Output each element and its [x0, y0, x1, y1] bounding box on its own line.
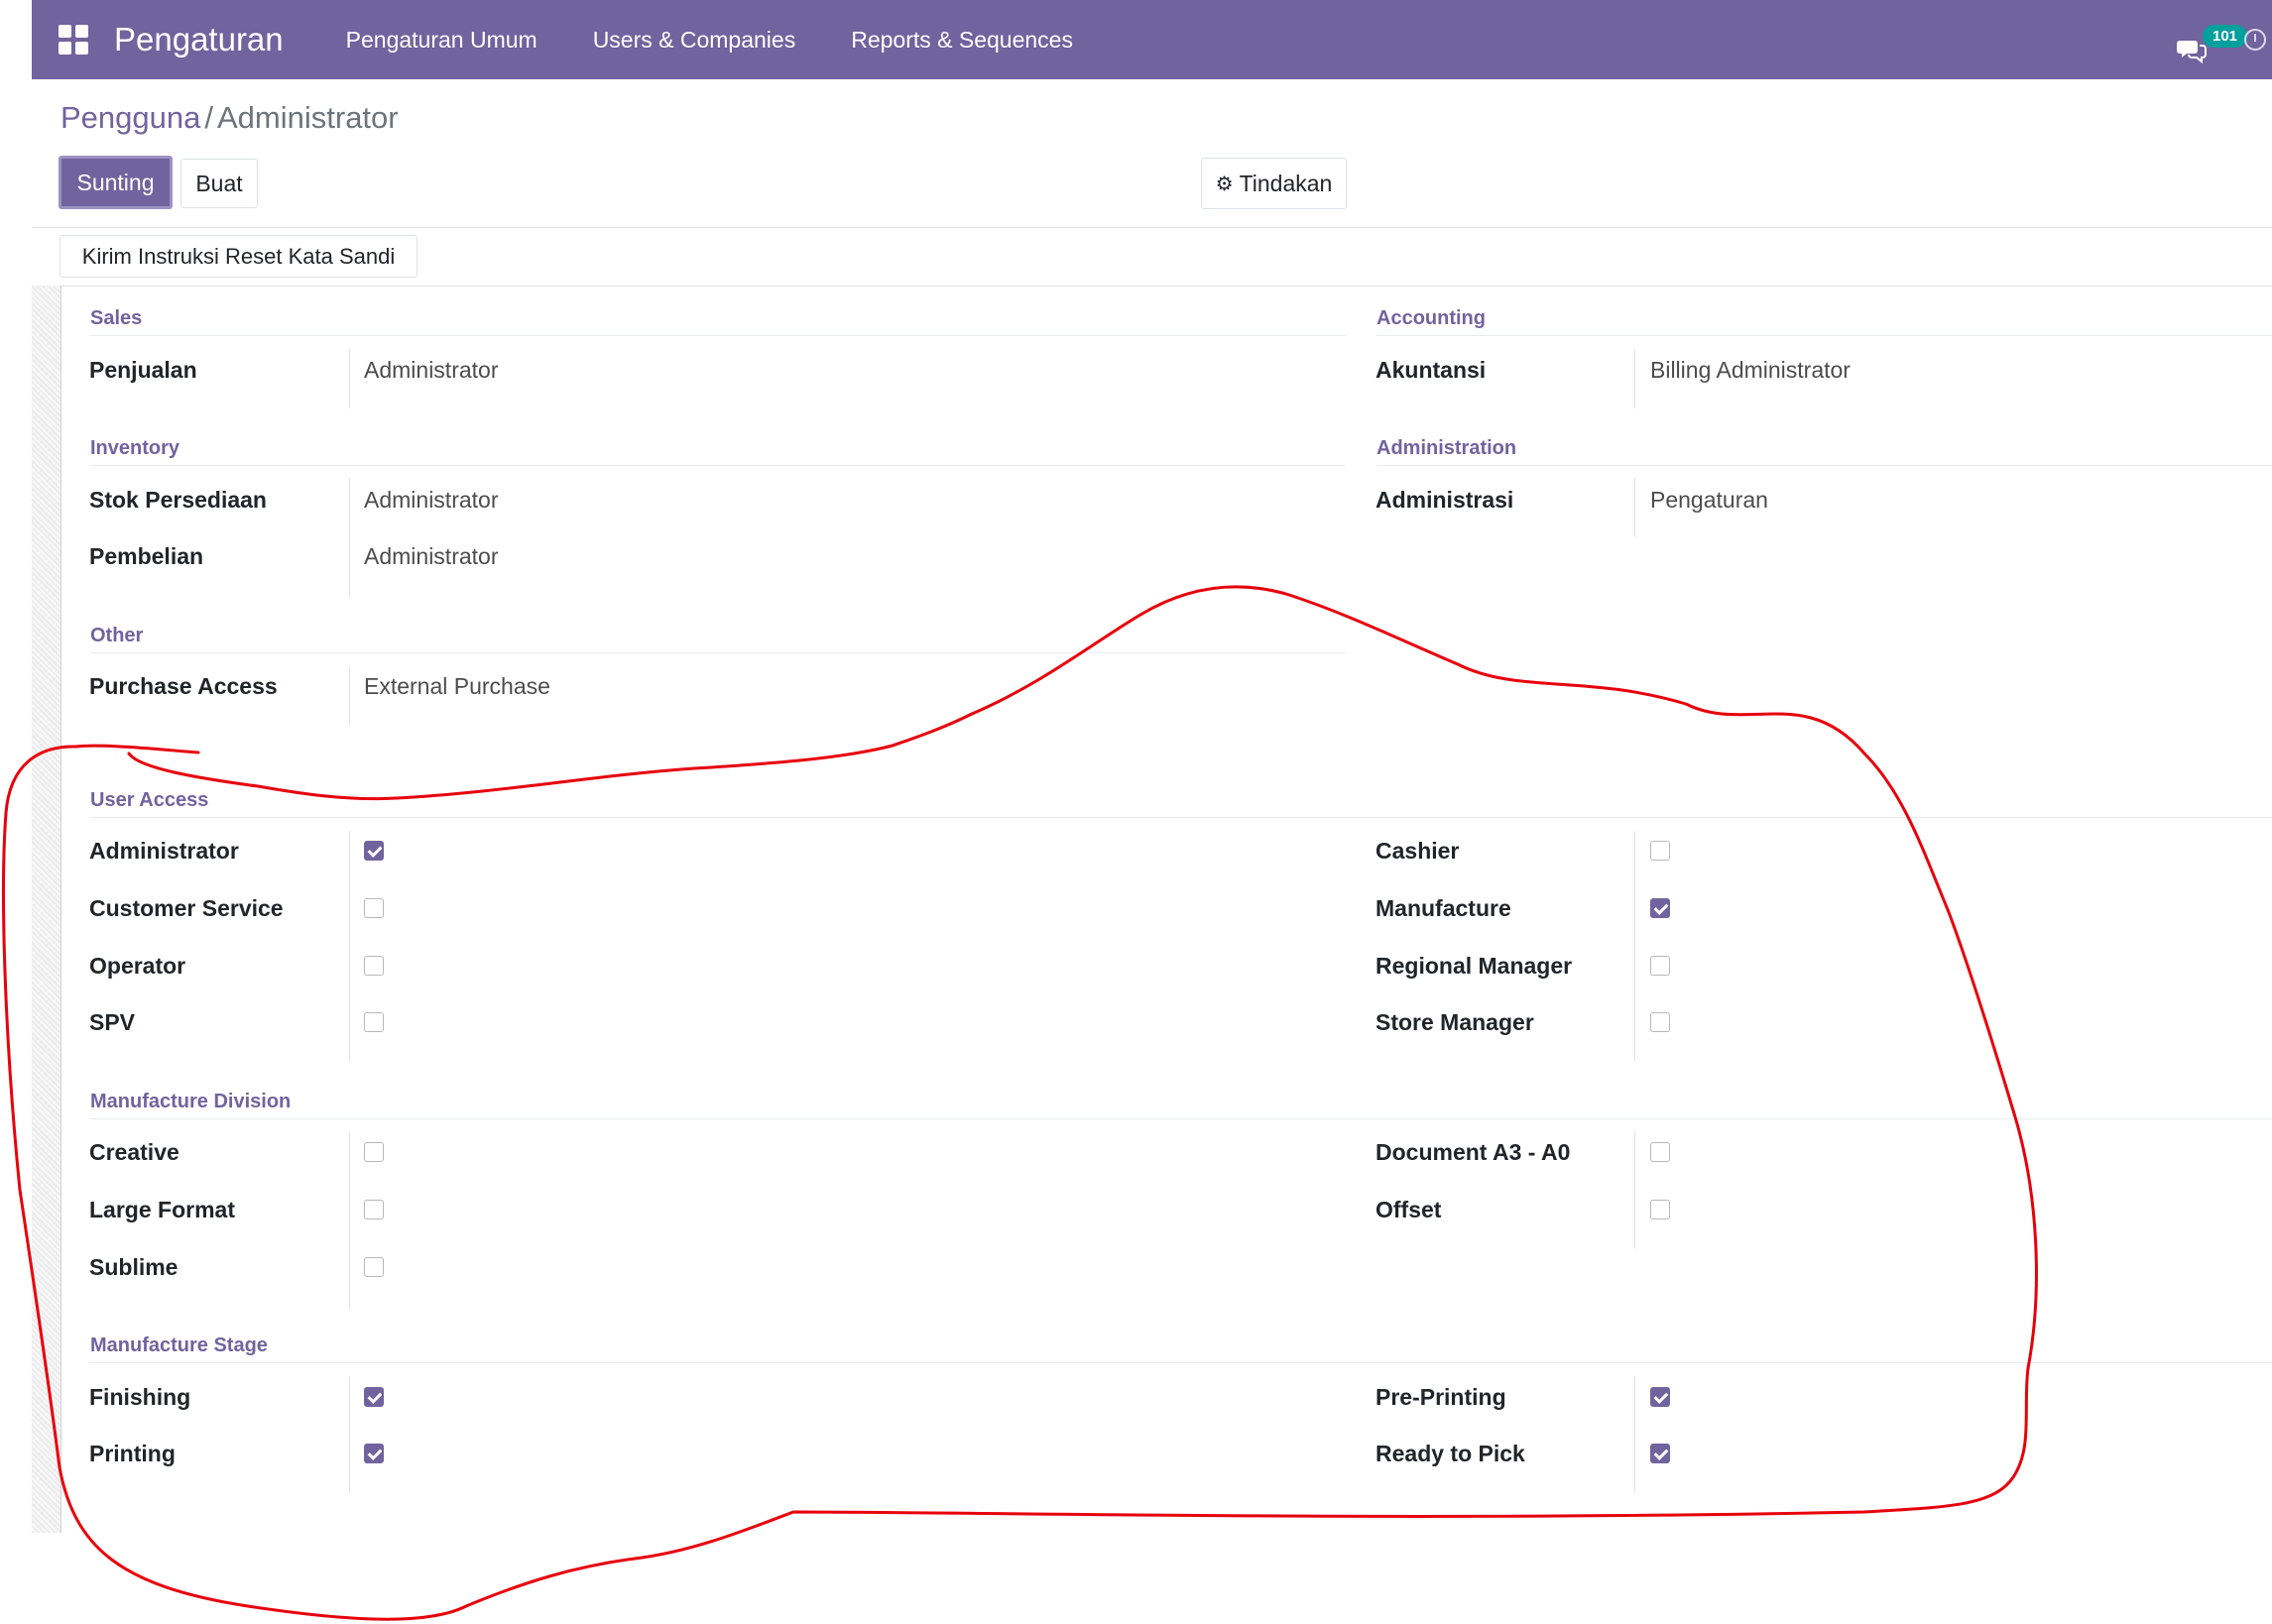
- activity-clock-icon[interactable]: [2244, 29, 2266, 51]
- field-separator: [1634, 349, 1635, 408]
- field-value-stok-persediaan: Administrator: [364, 487, 499, 513]
- field-value-penjualan: Administrator: [364, 357, 499, 383]
- breadcrumb: Pengguna / Administrator: [60, 100, 399, 136]
- group-divider: [90, 335, 1346, 336]
- gear-icon: ⚙: [1215, 173, 1234, 195]
- field-label-document-a3-a0: Document A3 - A0: [1375, 1139, 1571, 1165]
- group-divider: [1376, 335, 2272, 336]
- group-divider: [90, 817, 2272, 818]
- field-label-purchase-access: Purchase Access: [89, 673, 278, 699]
- field-label-akuntansi: Akuntansi: [1375, 357, 1487, 383]
- messages-count-badge: 101: [2203, 25, 2248, 48]
- field-separator: [1634, 831, 1635, 1061]
- field-label-printing: Printing: [89, 1441, 176, 1466]
- group-title-inventory: Inventory: [90, 437, 180, 459]
- field-label-spv: SPV: [89, 1009, 136, 1035]
- checkbox-creative[interactable]: [364, 1142, 384, 1162]
- field-separator: [349, 1376, 350, 1493]
- checkbox-pre-printing[interactable]: [1650, 1387, 1670, 1407]
- group-divider: [90, 652, 1346, 653]
- field-value-pembelian: Administrator: [364, 543, 499, 569]
- checkbox-sublime[interactable]: [364, 1257, 384, 1277]
- chat-bubbles-icon: [2177, 41, 2207, 64]
- checkbox-regional-manager[interactable]: [1650, 956, 1670, 976]
- field-separator: [349, 349, 350, 408]
- statusbar-divider: [32, 286, 2272, 287]
- field-separator: [349, 1132, 350, 1309]
- field-separator: [1634, 1376, 1635, 1493]
- field-separator: [349, 831, 350, 1061]
- group-divider: [1376, 465, 2272, 466]
- checkbox-spv[interactable]: [364, 1012, 384, 1032]
- field-label-sublime: Sublime: [89, 1254, 179, 1280]
- field-label-customer-service: Customer Service: [89, 895, 284, 921]
- group-title-sales: Sales: [90, 307, 143, 329]
- action-button-label: Tindakan: [1239, 170, 1333, 196]
- action-button[interactable]: ⚙ Tindakan: [1201, 158, 1347, 209]
- field-separator: [1634, 478, 1635, 537]
- checkbox-ready-to-pick[interactable]: [1650, 1444, 1670, 1463]
- checkbox-administrator[interactable]: [364, 841, 384, 861]
- field-label-pembelian: Pembelian: [89, 543, 204, 569]
- field-separator: [349, 478, 350, 597]
- checkbox-document-a3-a0[interactable]: [1650, 1142, 1670, 1162]
- checkbox-manufacture[interactable]: [1650, 898, 1670, 918]
- field-label-offset: Offset: [1375, 1197, 1442, 1222]
- field-value-purchase-access: External Purchase: [364, 673, 550, 699]
- field-separator: [1634, 1132, 1635, 1249]
- checkbox-large-format[interactable]: [364, 1200, 384, 1219]
- checkbox-offset[interactable]: [1650, 1200, 1670, 1219]
- group-divider: [90, 465, 1346, 466]
- group-divider: [90, 1362, 2272, 1363]
- checkbox-store-manager[interactable]: [1650, 1012, 1670, 1032]
- messaging-icon[interactable]: 101: [2177, 25, 2248, 64]
- breadcrumb-parent[interactable]: Pengguna: [60, 100, 201, 135]
- field-label-pre-printing: Pre-Printing: [1375, 1384, 1506, 1410]
- field-label-creative: Creative: [89, 1139, 179, 1165]
- field-label-regional-manager: Regional Manager: [1375, 953, 1573, 979]
- field-label-finishing: Finishing: [89, 1384, 191, 1410]
- reset-password-button[interactable]: Kirim Instruksi Reset Kata Sandi: [60, 235, 418, 278]
- field-value-administrasi: Pengaturan: [1650, 487, 1768, 513]
- field-label-cashier: Cashier: [1375, 838, 1460, 864]
- checkbox-customer-service[interactable]: [364, 898, 384, 918]
- menu-users-companies[interactable]: Users & Companies: [592, 26, 796, 53]
- field-label-operator: Operator: [89, 953, 186, 979]
- field-label-large-format: Large Format: [89, 1197, 235, 1222]
- create-button[interactable]: Buat: [180, 159, 258, 208]
- group-title-manufacture-stage: Manufacture Stage: [90, 1334, 268, 1356]
- group-title-manufacture-division: Manufacture Division: [90, 1091, 292, 1112]
- checkbox-operator[interactable]: [364, 956, 384, 976]
- menu-reports-sequences[interactable]: Reports & Sequences: [851, 26, 1073, 53]
- breadcrumb-current: Administrator: [217, 100, 399, 135]
- group-title-administration: Administration: [1376, 437, 1517, 459]
- field-label-store-manager: Store Manager: [1375, 1009, 1534, 1035]
- group-divider: [90, 1118, 2272, 1119]
- field-label-stok-persediaan: Stok Persediaan: [89, 487, 267, 513]
- group-title-user-access: User Access: [90, 789, 209, 811]
- apps-menu-icon[interactable]: [59, 25, 88, 55]
- field-label-penjualan: Penjualan: [89, 357, 197, 383]
- field-label-administrasi: Administrasi: [1375, 487, 1514, 513]
- field-label-manufacture: Manufacture: [1375, 895, 1511, 921]
- field-label-administrator: Administrator: [89, 838, 239, 864]
- checkbox-printing[interactable]: [364, 1444, 384, 1463]
- breadcrumb-separator: /: [204, 100, 213, 135]
- control-panel-divider: [32, 227, 2272, 228]
- group-title-accounting: Accounting: [1376, 307, 1486, 329]
- edit-button[interactable]: Sunting: [59, 156, 173, 209]
- field-label-ready-to-pick: Ready to Pick: [1375, 1441, 1525, 1466]
- field-separator: [349, 666, 350, 726]
- menu-pengaturan-umum[interactable]: Pengaturan Umum: [345, 26, 538, 53]
- field-value-akuntansi: Billing Administrator: [1650, 357, 1851, 383]
- checkbox-cashier[interactable]: [1650, 841, 1670, 861]
- group-title-other: Other: [90, 625, 144, 646]
- checkbox-finishing[interactable]: [364, 1387, 384, 1407]
- sheet-gutter: [32, 286, 61, 1533]
- app-brand[interactable]: Pengaturan: [114, 21, 284, 58]
- top-navbar: Pengaturan Pengaturan Umum Users & Compa…: [32, 0, 2272, 79]
